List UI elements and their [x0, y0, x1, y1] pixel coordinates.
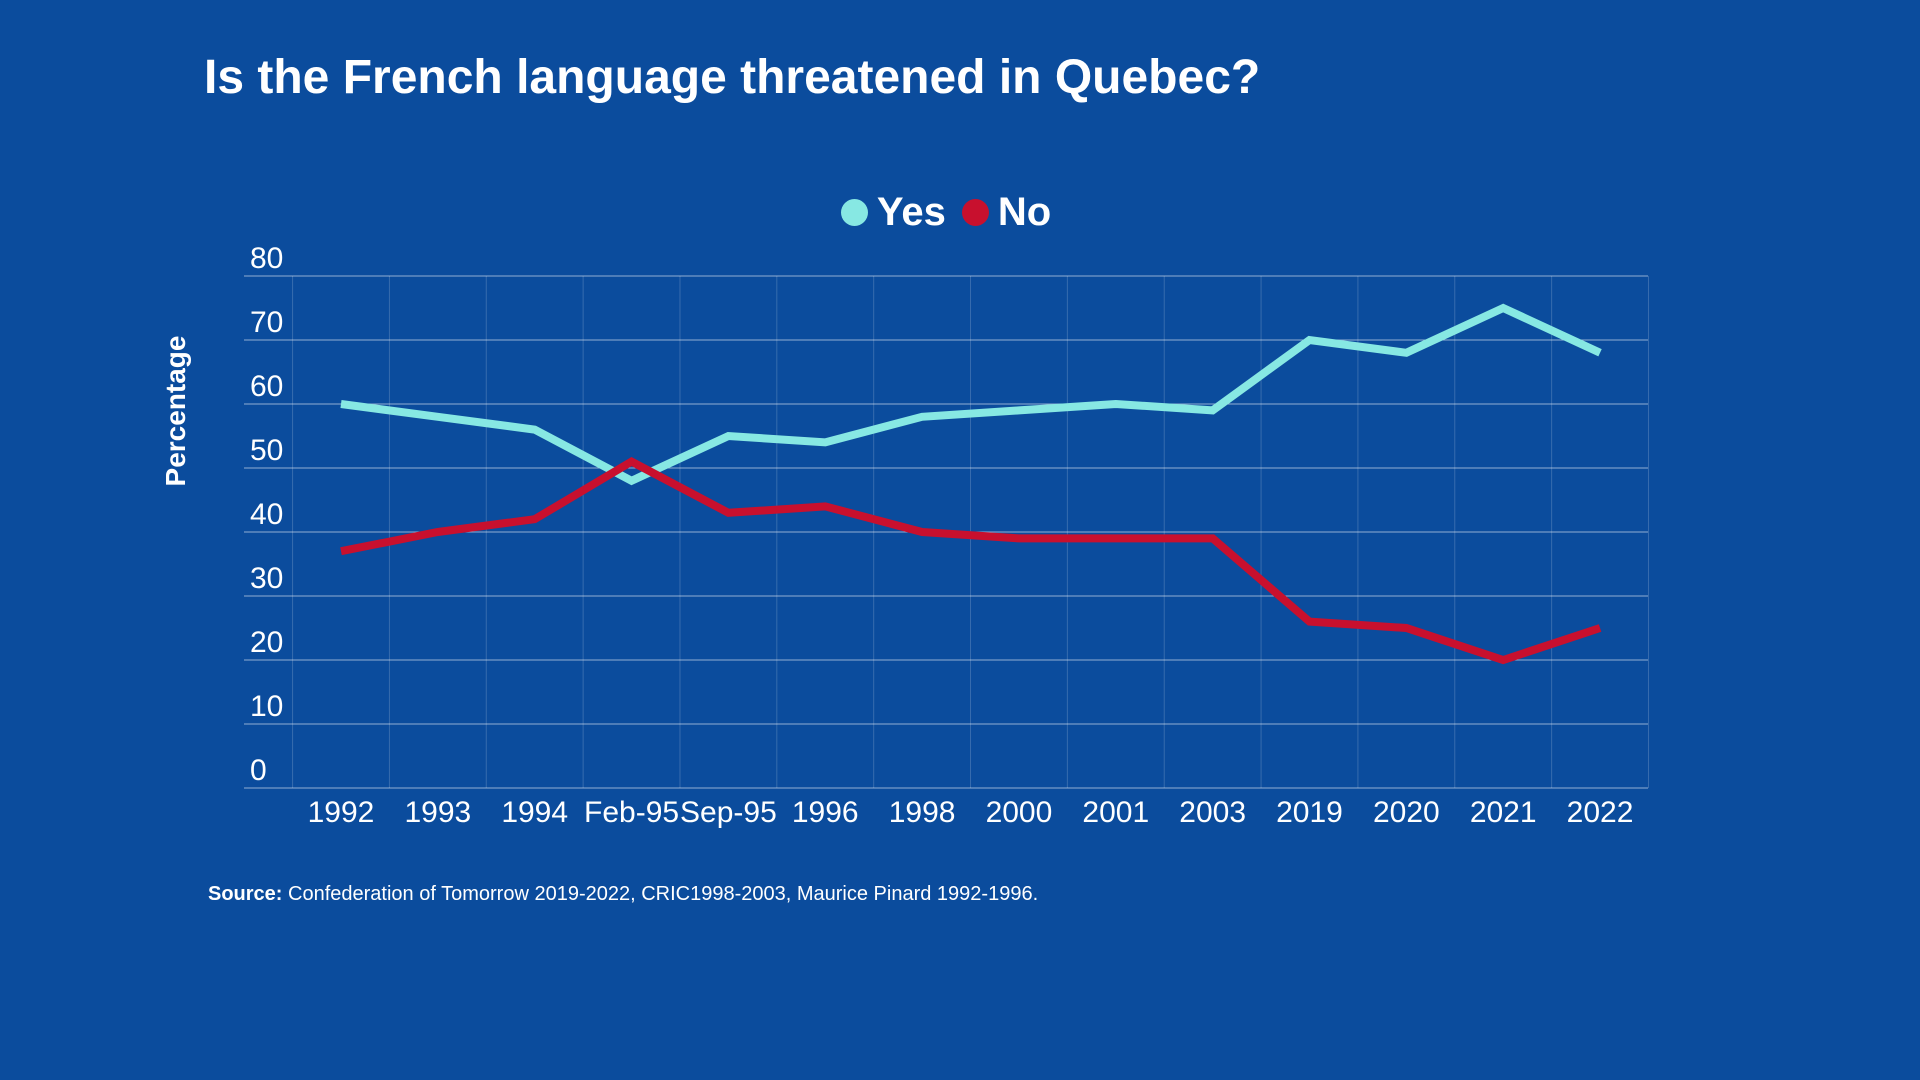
- x-tick-labels: 1992 1993 1994 Feb-95 Sep-95 1996 1998 2000 2001…: [308, 796, 1634, 829]
- no-series-line: [340, 457, 1602, 665]
- y-tick-label: 20: [250, 626, 283, 659]
- yes-series-dot-icon: [840, 198, 868, 226]
- y-axis-title: Percentage: [160, 335, 191, 487]
- y-tick-label: 50: [250, 434, 283, 467]
- x-tick-label: 1998: [889, 796, 956, 829]
- x-tick-label: 2000: [986, 796, 1053, 829]
- x-tick-label: 1996: [792, 796, 859, 829]
- x-tick-label: 2001: [1082, 796, 1149, 829]
- x-tick-label: Feb-95: [584, 796, 679, 829]
- legend-label-yes: Yes: [876, 190, 946, 234]
- source-label: Source:: [208, 883, 283, 905]
- y-tick-label: 60: [250, 370, 283, 403]
- page-title: Is the French language threatened in Que…: [204, 51, 1261, 104]
- y-tick-label: 0: [250, 754, 267, 787]
- x-tick-label: 2022: [1567, 796, 1634, 829]
- x-tick-label: 1993: [404, 796, 471, 829]
- x-tick-label: 2021: [1470, 796, 1537, 829]
- legend-item-yes: Yes: [840, 190, 946, 234]
- horizontal-gridlines: 0 10 20 30 40 50 60 70 80: [244, 242, 1648, 789]
- x-tick-label: Sep-95: [680, 796, 777, 829]
- y-tick-label: 70: [250, 306, 283, 339]
- x-tick-label: 2020: [1373, 796, 1440, 829]
- x-tick-label: 2003: [1179, 796, 1246, 829]
- x-tick-label: 2019: [1276, 796, 1343, 829]
- x-tick-label: 1994: [501, 796, 568, 829]
- no-series-dot-icon: [961, 198, 989, 226]
- legend-label-no: No: [997, 190, 1052, 234]
- y-tick-label: 10: [250, 690, 283, 723]
- legend-item-no: No: [961, 190, 1052, 234]
- y-tick-label: 30: [250, 562, 283, 595]
- y-tick-label: 40: [250, 498, 283, 531]
- x-tick-label: 1992: [308, 796, 375, 829]
- source-note: Source: Confederation of Tomorrow 2019-2…: [208, 882, 1038, 906]
- yes-series-line: [340, 303, 1602, 486]
- y-tick-label: 80: [250, 242, 283, 275]
- chart-legend: Yes No: [244, 186, 1648, 238]
- source-text: Confederation of Tomorrow 2019-2022, CRI…: [288, 883, 1039, 905]
